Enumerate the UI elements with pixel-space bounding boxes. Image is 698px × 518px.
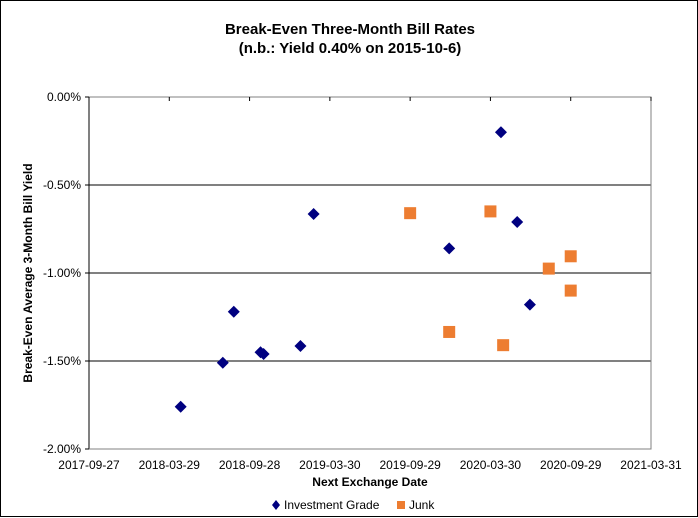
x-tick-label: 2017-09-27 [58, 458, 120, 472]
junk-point [542, 262, 555, 275]
x-tick-label: 2018-09-28 [219, 458, 281, 472]
junk-point [564, 250, 577, 263]
y-tick-label: -0.50% [43, 178, 81, 192]
investment-grade-point [174, 400, 187, 413]
x-tick-label: 2020-09-29 [540, 458, 602, 472]
junk-point [404, 207, 417, 220]
chart-subtitle: (n.b.: Yield 0.40% on 2015-10-6) [239, 40, 462, 57]
investment-grade-point [257, 347, 270, 360]
junk-point [564, 284, 577, 297]
investment-grade-point [294, 340, 307, 353]
legend-junk-label: Junk [409, 498, 435, 512]
legend-investment-grade-label: Investment Grade [284, 498, 380, 512]
x-tick-label: 2018-03-29 [139, 458, 201, 472]
investment-grade-point [494, 126, 507, 139]
y-tick-label: -1.50% [43, 354, 81, 368]
investment-grade-point [523, 298, 536, 311]
y-tick-label: -1.00% [43, 266, 81, 280]
x-tick-label: 2019-09-29 [379, 458, 441, 472]
x-tick-label: 2019-03-30 [299, 458, 361, 472]
legend: Investment Grade Junk [272, 498, 435, 512]
y-axis-label: Break-Even Average 3-Month Bill Yield [21, 163, 35, 382]
investment-grade-point [511, 215, 524, 228]
y-tick-label: -2.00% [43, 442, 81, 456]
x-tick-label: 2021-03-31 [620, 458, 682, 472]
investment-grade-point [216, 356, 229, 369]
x-axis-label: Next Exchange Date [312, 475, 428, 489]
junk-point [497, 339, 510, 352]
y-tick-label: 0.00% [47, 90, 81, 104]
chart-title: Break-Even Three-Month Bill Rates [225, 21, 475, 38]
legend-investment-grade-marker [272, 500, 280, 510]
investment-grade-point [227, 305, 240, 318]
legend-junk-marker [397, 501, 405, 509]
x-tick-label: 2020-03-30 [460, 458, 522, 472]
junk-point [484, 205, 497, 218]
investment-grade-point [307, 208, 320, 221]
junk-point [443, 325, 456, 338]
investment-grade-point [443, 242, 456, 255]
